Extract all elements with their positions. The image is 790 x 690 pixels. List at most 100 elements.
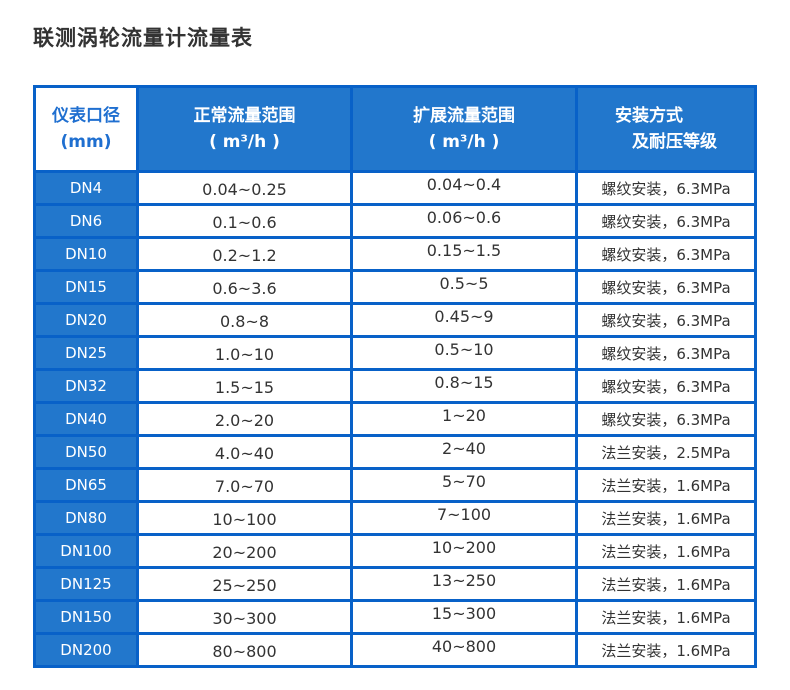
row-normal-range-value: 0.6~3.6 [212,278,277,298]
row-extended-range-cell: 13~250 [353,569,575,599]
row-install-value: 螺纹安装，6.3MPa [601,377,731,396]
row-normal-range-value: 2.0~20 [214,410,275,430]
header-normal-range-unit: ( m³/h ) [209,132,280,152]
row-extended-range-cell: 0.45~9 [353,305,575,335]
row-install-value: 螺纹安装，6.3MPa [601,212,731,231]
row-install-cell: 螺纹安装，6.3MPa [578,272,754,302]
header-diameter: 仪表口径 (mm) [36,88,136,170]
row-dn-cell: DN65 [36,470,136,500]
row-normal-range-value: 20~200 [212,542,277,562]
row-dn-cell: DN150 [36,602,136,632]
row-install-cell: 法兰安装，1.6MPa [578,602,754,632]
row-extended-range-value: 0.5~10 [434,339,494,359]
row-extended-range-cell: 0.06~0.6 [353,206,575,236]
row-install-value: 法兰安装，1.6MPa [601,608,731,627]
row-install-cell: 法兰安装，1.6MPa [578,536,754,566]
row-extended-range-value: 5~70 [442,471,486,491]
row-normal-range-cell: 0.6~3.6 [139,272,350,302]
row-extended-range-value: 10~200 [431,537,497,557]
row-normal-range-value: 0.1~0.6 [212,212,277,232]
header-install: 安装方式 及耐压等级 [578,88,754,170]
row-dn-cell: DN32 [36,371,136,401]
row-extended-range-value: 0.8~15 [434,372,494,392]
row-normal-range-cell: 7.0~70 [139,470,350,500]
row-install-value: 法兰安装，1.6MPa [601,509,731,528]
row-dn-cell: DN80 [36,503,136,533]
row-normal-range-cell: 0.2~1.2 [139,239,350,269]
header-install-line1: 安装方式 [615,106,683,126]
row-extended-range-cell: 0.8~15 [353,371,575,401]
row-extended-range-value: 1~20 [442,405,486,425]
row-extended-range-cell: 10~200 [353,536,575,566]
row-extended-range-cell: 0.5~10 [353,338,575,368]
row-install-cell: 法兰安装，1.6MPa [578,569,754,599]
row-dn-cell: DN50 [36,437,136,467]
row-extended-range-cell: 15~300 [353,602,575,632]
row-extended-range-cell: 0.15~1.5 [353,239,575,269]
row-extended-range-cell: 5~70 [353,470,575,500]
header-normal-range-line1: 正常流量范围 [193,106,296,126]
row-extended-range-value: 2~40 [442,438,486,458]
row-install-value: 法兰安装，2.5MPa [601,443,731,462]
row-normal-range-cell: 0.8~8 [139,305,350,335]
row-extended-range-value: 0.15~1.5 [426,240,502,260]
row-normal-range-value: 0.8~8 [219,311,270,331]
header-install-block: 安装方式 及耐压等级 [615,103,717,155]
row-dn-cell: DN200 [36,635,136,665]
header-diameter-line2: (mm) [60,132,112,152]
row-install-cell: 螺纹安装，6.3MPa [578,338,754,368]
row-normal-range-cell: 1.5~15 [139,371,350,401]
row-normal-range-value: 0.04~0.25 [202,179,287,199]
row-install-cell: 法兰安装，1.6MPa [578,635,754,665]
row-dn-cell: DN4 [36,173,136,203]
row-dn-cell: DN10 [36,239,136,269]
row-normal-range-value: 1.0~10 [214,344,275,364]
row-extended-range-value: 15~300 [431,603,497,623]
header-install-line2: 及耐压等级 [632,132,717,152]
row-normal-range-value: 7.0~70 [214,476,275,496]
row-normal-range-cell: 0.04~0.25 [139,173,350,203]
row-extended-range-cell: 7~100 [353,503,575,533]
row-normal-range-cell: 30~300 [139,602,350,632]
row-dn-cell: DN15 [36,272,136,302]
row-install-cell: 法兰安装，2.5MPa [578,437,754,467]
row-install-value: 法兰安装，1.6MPa [601,575,731,594]
row-normal-range-cell: 0.1~0.6 [139,206,350,236]
row-normal-range-cell: 80~800 [139,635,350,665]
row-install-value: 螺纹安装，6.3MPa [601,344,731,363]
row-install-value: 法兰安装，1.6MPa [601,641,731,660]
row-install-cell: 法兰安装，1.6MPa [578,503,754,533]
row-normal-range-value: 4.0~40 [214,443,275,463]
row-install-value: 螺纹安装，6.3MPa [601,179,731,198]
row-install-cell: 螺纹安装，6.3MPa [578,305,754,335]
row-install-cell: 螺纹安装，6.3MPa [578,206,754,236]
row-dn-cell: DN6 [36,206,136,236]
header-extended-range: 扩展流量范围 ( m³/h ) [353,88,575,170]
row-normal-range-value: 10~100 [212,509,277,529]
row-normal-range-cell: 1.0~10 [139,338,350,368]
row-extended-range-value: 13~250 [431,570,497,590]
row-install-value: 法兰安装，1.6MPa [601,476,731,495]
page-title: 联测涡轮流量计流量表 [33,26,253,50]
row-extended-range-value: 0.04~0.4 [426,174,502,194]
flow-meter-spec-table: 仪表口径 (mm) 正常流量范围 ( m³/h ) 扩展流量范围 ( m³/h … [33,85,757,668]
row-install-value: 螺纹安装，6.3MPa [601,410,731,429]
row-dn-cell: DN25 [36,338,136,368]
row-extended-range-cell: 0.04~0.4 [353,173,575,203]
row-install-value: 螺纹安装，6.3MPa [601,278,731,297]
row-dn-cell: DN20 [36,305,136,335]
row-dn-cell: DN125 [36,569,136,599]
row-normal-range-cell: 2.0~20 [139,404,350,434]
row-normal-range-value: 25~250 [212,575,277,595]
row-extended-range-value: 0.06~0.6 [426,207,502,227]
row-extended-range-cell: 40~800 [353,635,575,665]
header-normal-range: 正常流量范围 ( m³/h ) [139,88,350,170]
row-normal-range-value: 30~300 [212,608,277,628]
row-normal-range-cell: 20~200 [139,536,350,566]
row-extended-range-value: 0.45~9 [434,306,494,326]
row-install-value: 螺纹安装，6.3MPa [601,245,731,264]
row-install-cell: 螺纹安装，6.3MPa [578,371,754,401]
header-extended-range-unit: ( m³/h ) [428,132,500,152]
row-install-value: 法兰安装，1.6MPa [601,542,731,561]
row-extended-range-value: 7~100 [436,504,492,524]
